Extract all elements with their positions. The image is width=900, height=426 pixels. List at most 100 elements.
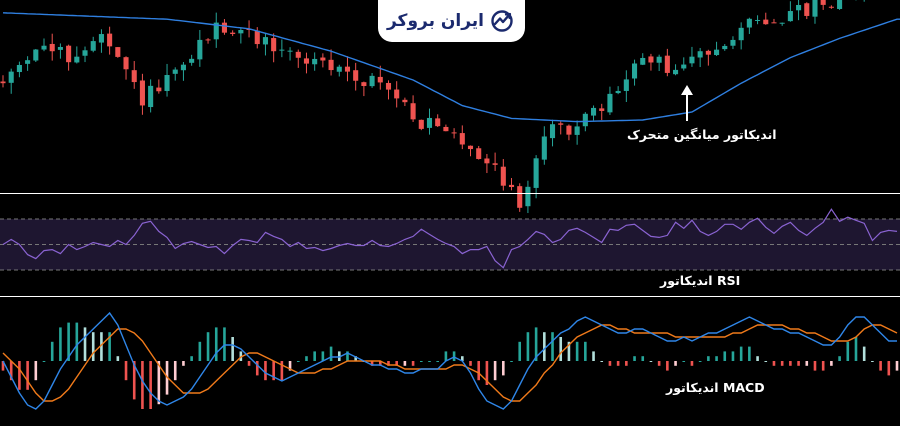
histogram-bar (682, 361, 686, 362)
histogram-bar (124, 361, 128, 381)
histogram-bar (821, 361, 825, 371)
histogram-bar (723, 351, 727, 361)
candle-body (820, 0, 826, 5)
rsi-line (2, 208, 898, 269)
histogram-bar (141, 361, 144, 409)
candle-body (262, 37, 269, 45)
candle-body (689, 56, 695, 64)
candle-body (402, 99, 408, 103)
candle-body (443, 126, 449, 132)
histogram-bar (813, 361, 817, 371)
trend-icon (491, 10, 513, 32)
candle-body (271, 38, 277, 52)
histogram-bar (428, 361, 431, 362)
candle-body (771, 22, 777, 24)
histogram-bar (575, 341, 579, 361)
histogram-bar (223, 327, 226, 361)
histogram-bar (608, 361, 612, 366)
candle-body (238, 29, 244, 34)
histogram-bar (436, 361, 439, 362)
candle-body (451, 132, 457, 134)
candle-body (599, 108, 605, 111)
candle-body (435, 118, 441, 127)
candle-body (344, 66, 351, 72)
histogram-bar (1, 361, 5, 371)
candle-body (82, 50, 88, 56)
candle-body (722, 45, 728, 50)
histogram-bar (641, 356, 645, 361)
histogram-bar (91, 332, 95, 361)
histogram-bar (797, 361, 800, 366)
histogram-bar (337, 351, 341, 361)
histogram-bar (674, 361, 677, 366)
candle-body (98, 34, 104, 43)
macd-histogram (1, 322, 899, 409)
histogram-bar (559, 337, 563, 361)
histogram-bar (838, 356, 841, 361)
histogram-bar (731, 351, 735, 361)
histogram-bar (149, 361, 152, 409)
histogram-bar (280, 361, 284, 381)
histogram-bar (198, 341, 202, 361)
candle-body (394, 89, 400, 99)
histogram-bar (698, 361, 702, 362)
candle-body (631, 63, 638, 79)
candle-body (525, 186, 531, 207)
candle-body (828, 6, 834, 8)
candles-layer (0, 0, 865, 214)
histogram-bar (9, 361, 13, 381)
histogram-bar (485, 361, 489, 385)
histogram-bar (772, 361, 776, 366)
histogram-bar (600, 361, 604, 362)
candle-body (230, 32, 236, 34)
candle-body (607, 93, 613, 113)
candle-body (755, 19, 761, 21)
histogram-bar (108, 332, 111, 361)
histogram-bar (239, 351, 243, 361)
candle-body (49, 43, 55, 52)
candle-body (57, 46, 63, 50)
candle-body (615, 90, 621, 94)
candle-body (804, 3, 810, 16)
candle-body (549, 124, 556, 139)
histogram-bar (510, 361, 513, 362)
histogram-bar (157, 361, 161, 405)
histogram-bar (329, 346, 333, 361)
histogram-bar (34, 361, 38, 381)
candle-body (623, 79, 629, 91)
histogram-bar (526, 332, 530, 361)
candle-body (25, 60, 31, 64)
candle-body (467, 145, 474, 150)
histogram-bar (83, 327, 87, 361)
candle-body (837, 0, 843, 9)
histogram-bar (231, 337, 234, 361)
histogram-bar (378, 361, 382, 366)
histogram-bar (633, 356, 636, 361)
candle-body (476, 148, 482, 159)
histogram-bar (493, 361, 497, 381)
histogram-bar (42, 361, 46, 362)
candle-body (221, 22, 227, 33)
histogram-bar (502, 361, 505, 376)
candle-body (385, 82, 392, 90)
candle-body (279, 49, 285, 51)
candle-body (533, 158, 539, 188)
histogram-bar (715, 356, 718, 361)
candle-body (705, 50, 711, 55)
candle-body (303, 58, 310, 64)
candle-body (361, 82, 367, 87)
candle-body (508, 184, 515, 188)
histogram-bar (247, 361, 251, 366)
histogram-bar (354, 356, 357, 361)
histogram-bar (321, 351, 325, 361)
histogram-bar (67, 322, 70, 361)
histogram-bar (182, 361, 185, 366)
candle-body (180, 64, 186, 71)
histogram-bar (387, 361, 390, 366)
candle-body (574, 126, 580, 135)
candle-body (107, 33, 113, 47)
histogram-bar (739, 346, 743, 361)
macd-annotation-label: اندیکاتور MACD (666, 380, 765, 395)
histogram-bar (584, 341, 587, 361)
